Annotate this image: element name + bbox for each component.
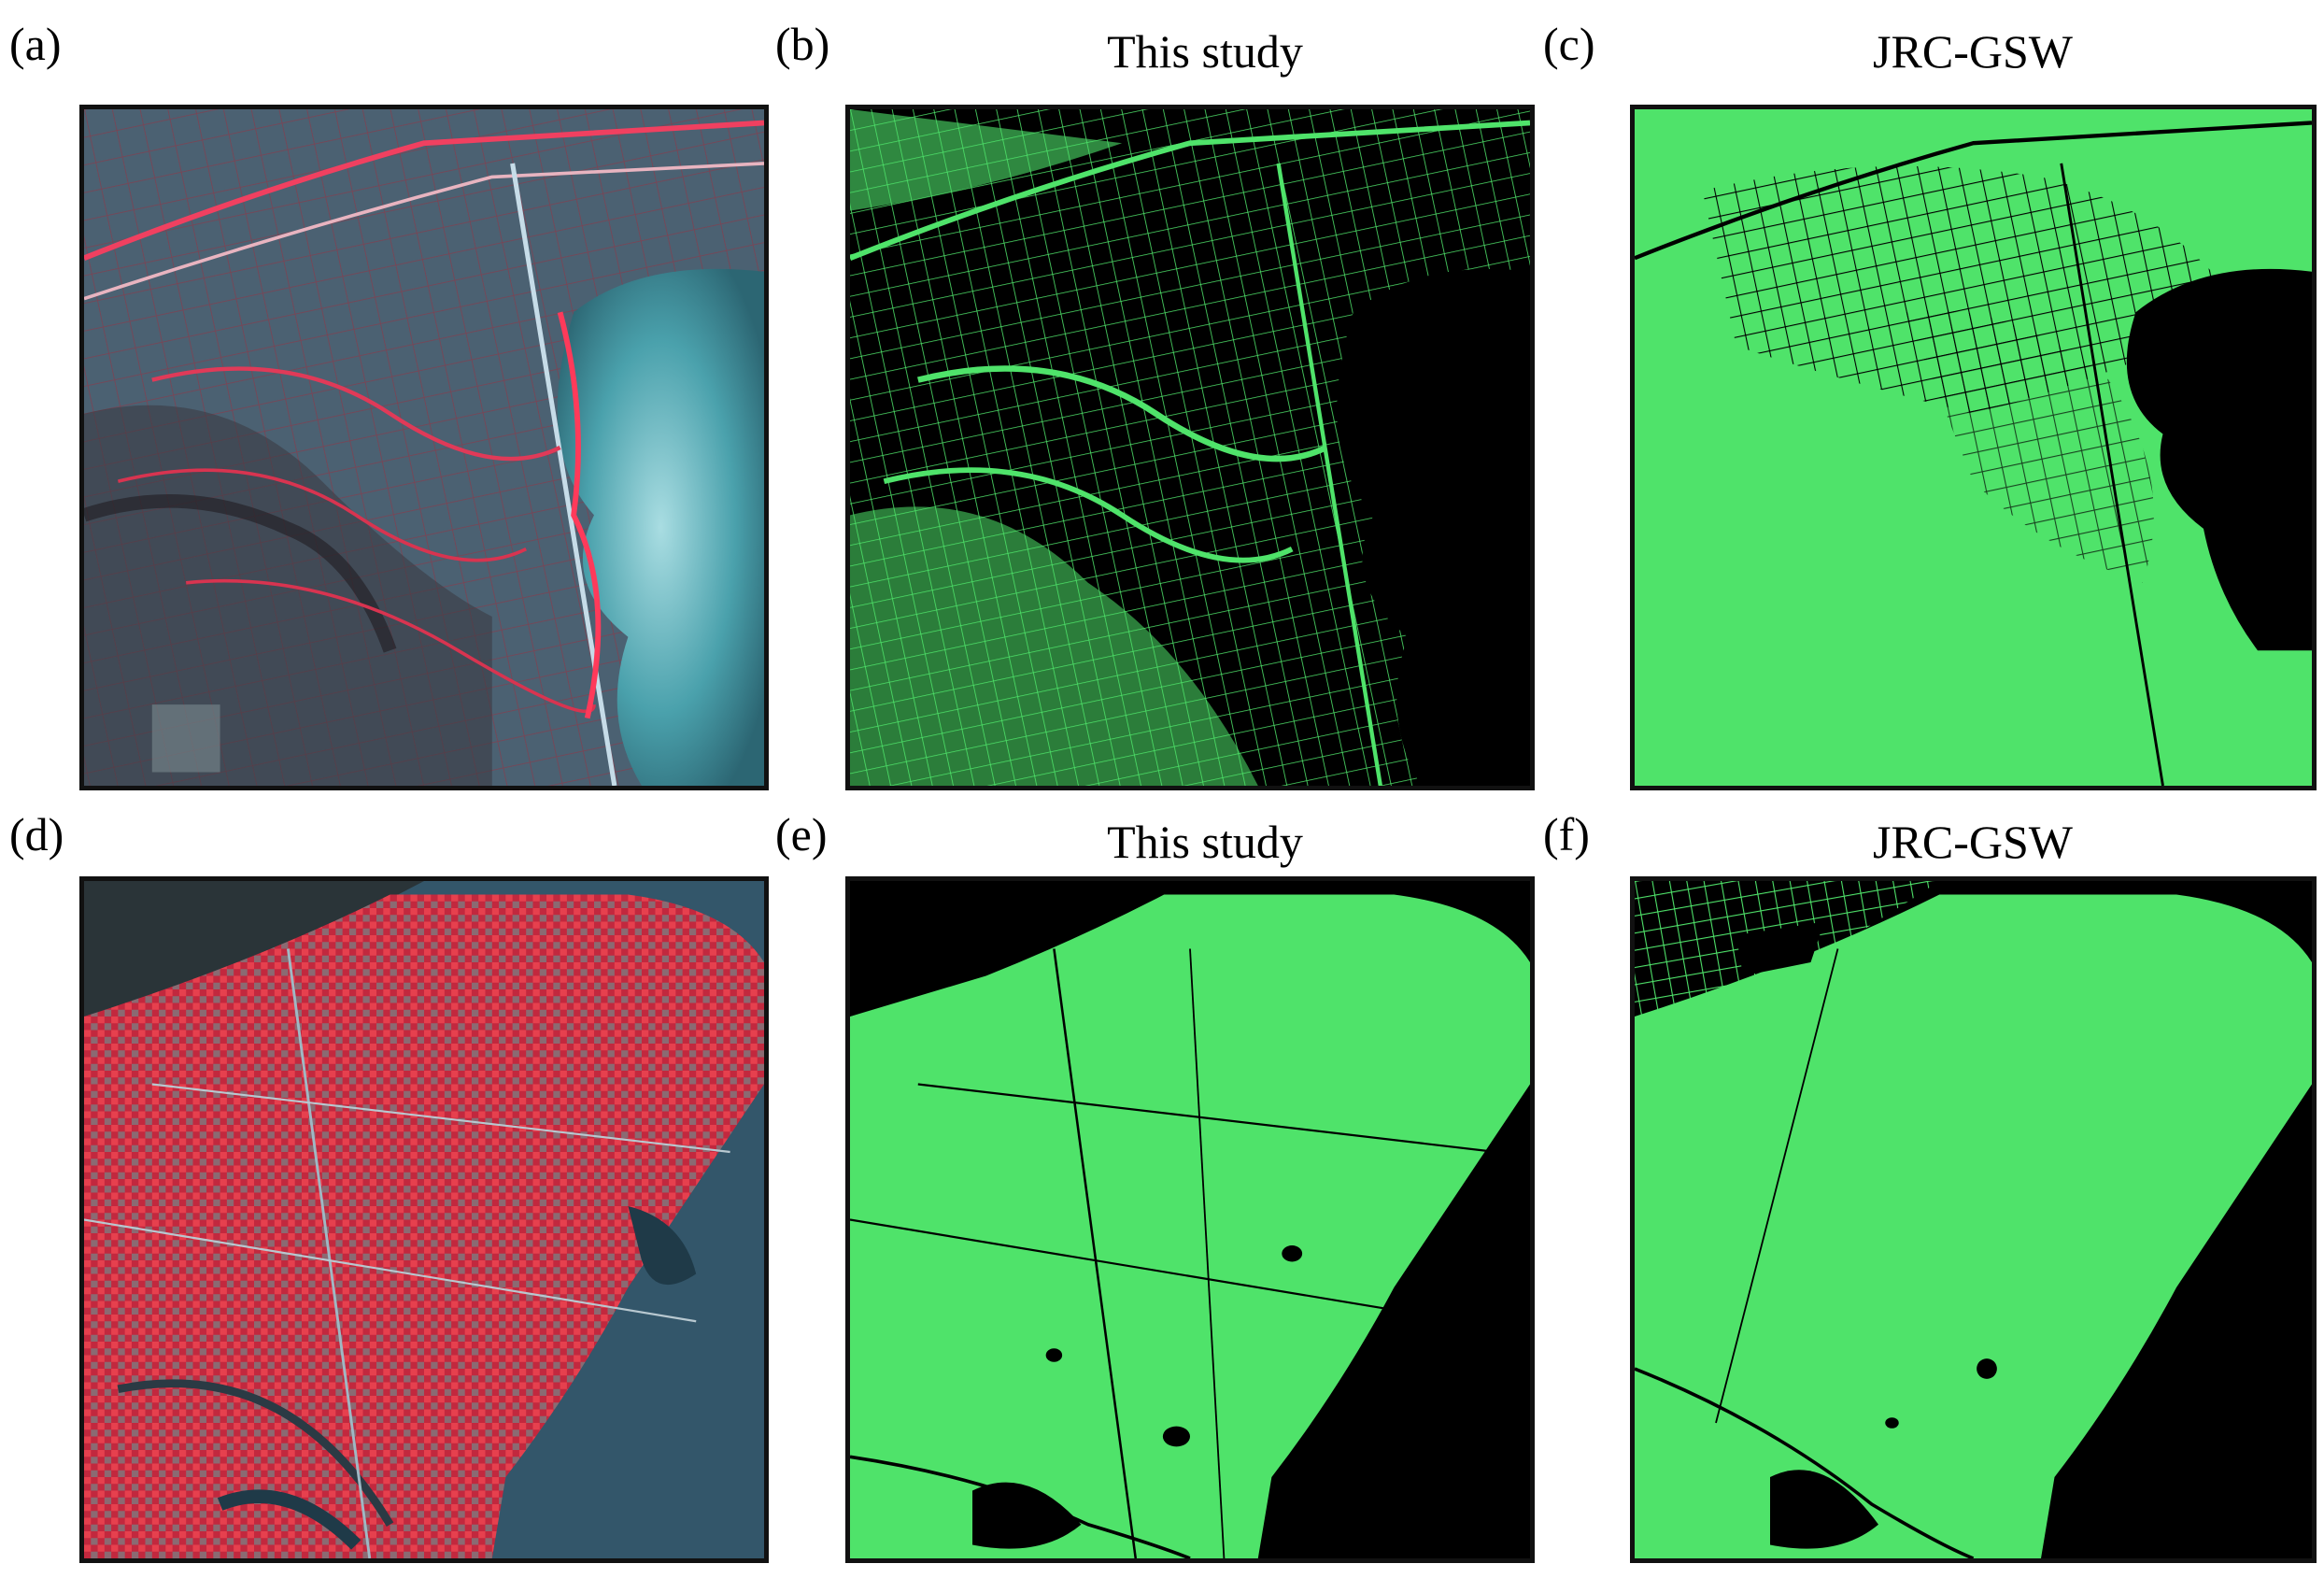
panel-b-letter: (b)	[775, 18, 830, 70]
panel-e-map	[845, 876, 1535, 1563]
panel-c-title: JRC-GSW	[1873, 25, 2073, 78]
panel-f-title: JRC-GSW	[1873, 816, 2073, 868]
panel-b-title: This study	[1107, 25, 1303, 78]
panel-c-letter: (c)	[1543, 18, 1595, 70]
panel-b-map	[845, 105, 1535, 790]
panel-c-map	[1630, 105, 2317, 790]
panel-a-image	[79, 105, 769, 790]
panel-f-letter: (f)	[1543, 808, 1590, 860]
panel-e-title: This study	[1107, 816, 1303, 868]
panel-d-image	[79, 876, 769, 1563]
panel-a-letter: (a)	[9, 18, 62, 70]
panel-f-map	[1630, 876, 2317, 1563]
panel-d-letter: (d)	[9, 808, 64, 860]
panel-e-letter: (e)	[775, 808, 828, 860]
